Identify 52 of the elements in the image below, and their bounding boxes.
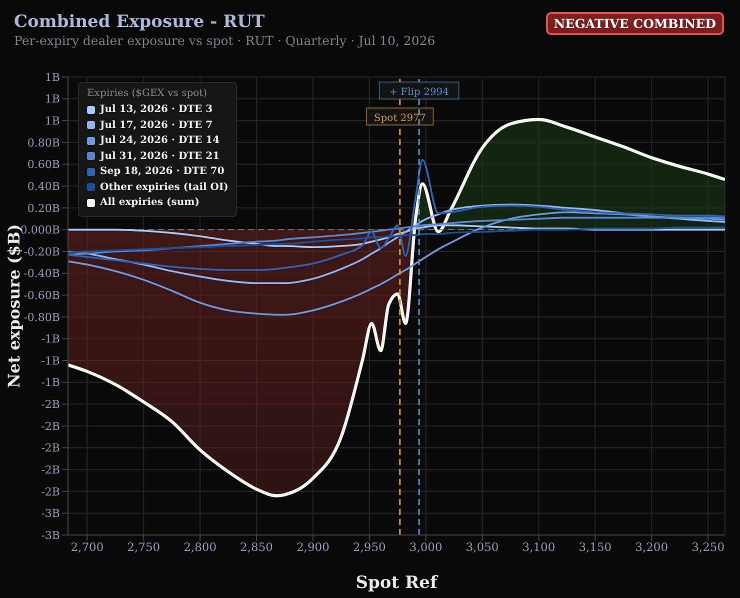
legend-label: Jul 24, 2026 · DTE 14 (100, 135, 220, 146)
y-tick-label: -2B (41, 398, 60, 412)
x-tick-label: 2,850 (240, 540, 273, 554)
legend-label: Jul 13, 2026 · DTE 3 (100, 104, 213, 116)
y-tick-label: -1B (41, 354, 60, 368)
y-tick-label: 1B (44, 92, 60, 106)
x-axis-title: Spot Ref (356, 573, 439, 593)
chart-subtitle: Per-expiry dealer exposure vs spot · RUT · Quarterly · Jul 10, 2026 (14, 33, 436, 48)
x-tick-label: 3,000 (409, 540, 442, 554)
line-series (68, 224, 725, 248)
y-tick-label: -1B (41, 332, 60, 346)
y-tick-label: -2B (41, 485, 60, 498)
legend-label: Jul 31, 2026 · DTE 21 (100, 150, 220, 162)
y-tick-label: -2B (41, 420, 60, 433)
legend-title: Expiries ($GEX vs spot) (87, 88, 208, 99)
y-tick-label: 0.000B (20, 224, 60, 237)
text: NEGATIVE COMBINED (546, 12, 724, 35)
x-tick-label: 3,150 (578, 540, 612, 554)
x-tick-label: 2,950 (352, 540, 386, 554)
y-tick-label: 0.60B (27, 158, 60, 172)
y-tick-label: 1B (44, 70, 60, 84)
line-series (68, 226, 725, 254)
legend-label: Sep 18, 2026 · DTE 70 (100, 166, 224, 178)
line-series (68, 211, 725, 316)
x-tick-label: 2,750 (127, 540, 160, 554)
chart-title: Combined Exposure - RUT (14, 12, 265, 32)
y-tick-label: -0.60B (24, 289, 60, 302)
x-tick-label: 2,900 (296, 540, 330, 554)
y-tick-label: 0.40B (27, 180, 60, 193)
y-tick-label: -3B (41, 507, 60, 520)
x-tick-label: 3,200 (635, 540, 668, 554)
y-tick-label: 0.20B (27, 202, 60, 215)
ref-line-label: + Flip 2994 (389, 87, 450, 98)
y-tick-label: -0.80B (24, 310, 60, 324)
y-tick-label: -0.20B (24, 245, 60, 258)
y-tick-label: -2B (41, 463, 60, 476)
legend-label: Jul 17, 2026 · DTE 7 (100, 120, 213, 131)
ref-line-label: Spot 2977 (374, 113, 426, 124)
y-tick-label: -3B (41, 528, 60, 542)
x-tick-label: 2,800 (184, 540, 217, 554)
line-series (68, 216, 725, 256)
y-tick-label: -0.40B (24, 267, 60, 280)
legend-label: Other expiries (tail OI) (100, 182, 228, 193)
x-tick-label: 3,100 (522, 540, 556, 554)
legend-label: All expiries (sum) (100, 197, 200, 208)
x-tick-label: 3,050 (466, 540, 499, 554)
y-tick-label: -2B (41, 442, 60, 455)
y-tick-label: 0.80B (27, 136, 60, 150)
y-tick-label: 1B (44, 114, 60, 128)
y-tick-label: -1B (41, 376, 60, 390)
x-tick-label: 3,250 (692, 540, 725, 554)
x-tick-label: 2,700 (70, 540, 104, 554)
